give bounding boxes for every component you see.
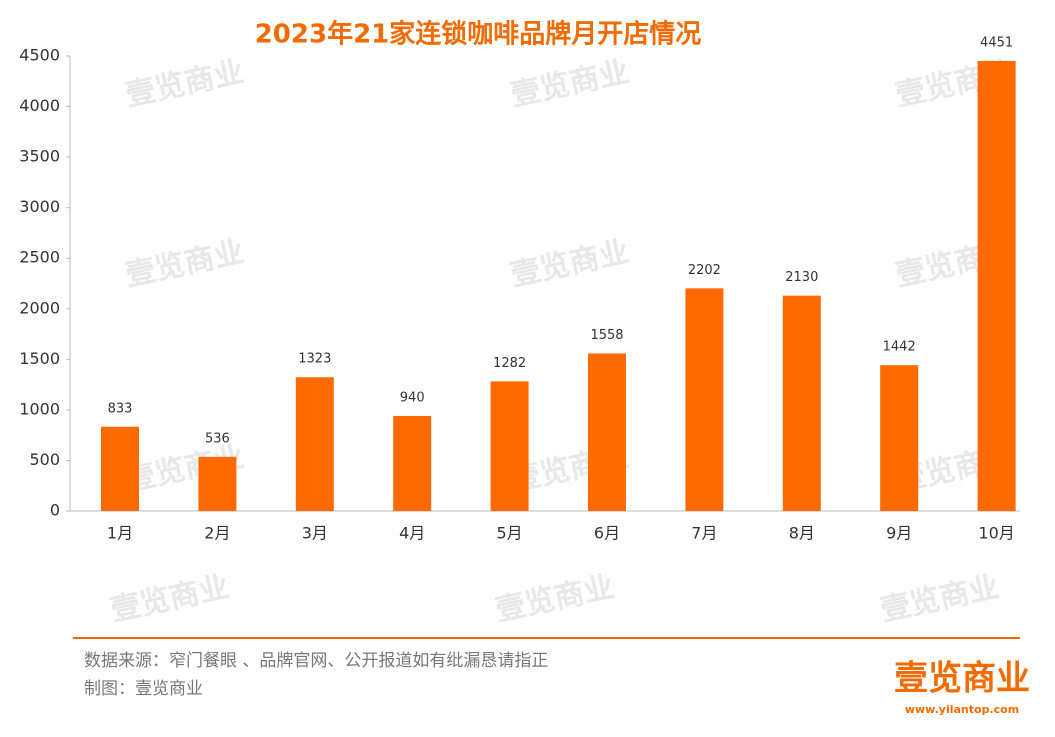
watermark: 壹览商业	[507, 234, 632, 293]
y-tick-label: 3500	[19, 147, 60, 166]
bar	[782, 295, 821, 511]
watermark: 壹览商业	[122, 54, 247, 113]
bar	[198, 456, 237, 511]
x-tick-label: 4月	[399, 524, 425, 543]
y-tick-label: 2000	[19, 298, 60, 317]
watermark: 壹览商业	[107, 569, 232, 628]
watermark: 壹览商业	[877, 569, 1002, 628]
y-tick-label: 4000	[19, 96, 60, 115]
y-tick-label: 4500	[19, 46, 60, 65]
chart-title: 2023年21家连锁咖啡品牌月开店情况	[255, 19, 702, 50]
value-label: 536	[205, 431, 230, 446]
value-label: 1323	[298, 352, 331, 367]
y-tick-label: 0	[50, 501, 60, 520]
bar	[588, 353, 626, 511]
x-tick-label: 3月	[302, 524, 328, 543]
value-label: 2202	[688, 263, 721, 278]
value-label: 1282	[493, 356, 526, 371]
bar	[295, 377, 334, 511]
x-tick-label: 5月	[497, 524, 523, 543]
y-tick-label: 3000	[19, 197, 60, 216]
bar	[685, 288, 724, 511]
x-tick-label: 9月	[886, 524, 912, 543]
y-tick-label: 2500	[19, 248, 60, 267]
bar	[490, 381, 529, 511]
watermark: 壹览商业	[492, 569, 617, 628]
x-tick-label: 6月	[594, 524, 620, 543]
bar	[977, 60, 1016, 512]
watermark: 壹览商业	[122, 234, 247, 293]
source-note: 数据来源：窄门餐眼 、品牌官网、公开报道如有纰漏恳请指正	[84, 651, 548, 671]
value-label: 833	[108, 401, 133, 416]
value-label: 4451	[980, 35, 1013, 50]
watermark: 壹览商业	[507, 54, 632, 113]
value-label: 940	[400, 390, 425, 405]
value-label: 1558	[590, 328, 623, 343]
x-tick-label: 7月	[691, 524, 717, 543]
x-tick-label: 1月	[107, 524, 133, 543]
value-label: 1442	[883, 340, 916, 355]
logo: 壹览商业	[894, 659, 1030, 699]
logo-url: www.yilantop.com	[905, 703, 1019, 716]
value-label: 2130	[785, 270, 818, 285]
y-tick-label: 1000	[19, 399, 60, 418]
y-tick-label: 1500	[19, 349, 60, 368]
bar	[880, 365, 919, 511]
y-tick-label: 500	[29, 450, 60, 469]
x-tick-label: 2月	[204, 524, 230, 543]
bar	[101, 426, 139, 511]
x-tick-label: 10月	[978, 524, 1014, 543]
x-tick-label: 8月	[789, 524, 815, 543]
credit-note: 制图：壹览商业	[84, 679, 203, 699]
bar	[393, 415, 432, 511]
